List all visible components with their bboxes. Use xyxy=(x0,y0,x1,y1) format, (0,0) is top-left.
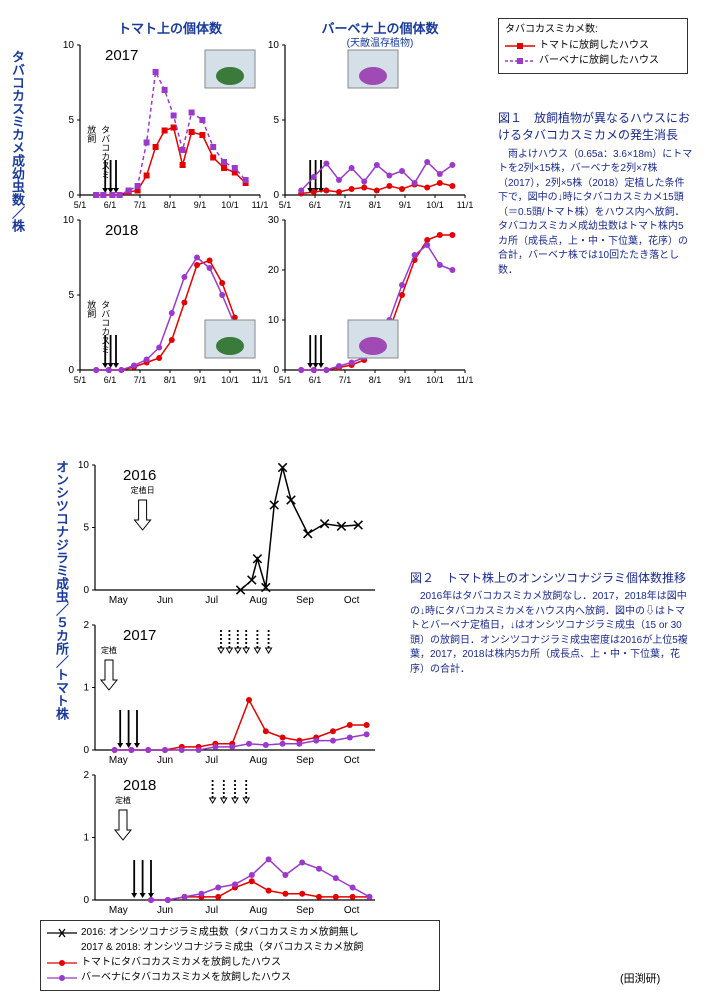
svg-text:Oct: Oct xyxy=(344,905,360,915)
svg-text:6/1: 6/1 xyxy=(309,375,322,385)
fig2-caption-body: 2016年はタバコカスミカメ放飼なし．2017，2018年は図中の↓時にタバコカ… xyxy=(410,590,690,677)
svg-text:10/1: 10/1 xyxy=(221,375,239,385)
fig2-legend: 2016: オンシツコナジラミ成虫数（タバコカスミカメ放飼無し2017 & 20… xyxy=(40,920,440,991)
svg-text:10: 10 xyxy=(268,315,280,326)
svg-text:Aug: Aug xyxy=(249,595,267,606)
svg-text:Sep: Sep xyxy=(296,905,314,915)
svg-text:1: 1 xyxy=(83,833,89,844)
svg-text:5: 5 xyxy=(273,115,279,126)
svg-text:5: 5 xyxy=(68,290,74,301)
svg-text:10/1: 10/1 xyxy=(426,200,444,210)
svg-text:30: 30 xyxy=(268,215,280,226)
svg-text:7/1: 7/1 xyxy=(134,200,147,210)
figure-1: タバコカスミカメ成幼虫数／株 トマト上の個体数 バーベナ上の個体数 (天敵温存植… xyxy=(0,10,705,400)
svg-text:2016: 2016 xyxy=(123,467,156,484)
svg-text:9/1: 9/1 xyxy=(399,200,412,210)
svg-text:8/1: 8/1 xyxy=(369,200,382,210)
svg-text:10/1: 10/1 xyxy=(221,200,239,210)
svg-text:0: 0 xyxy=(83,745,89,756)
svg-text:8/1: 8/1 xyxy=(369,375,382,385)
svg-text:8/1: 8/1 xyxy=(164,375,177,385)
svg-text:2: 2 xyxy=(83,620,89,631)
svg-text:6/1: 6/1 xyxy=(104,200,117,210)
svg-text:May: May xyxy=(109,755,128,766)
svg-text:Jul: Jul xyxy=(205,755,218,766)
svg-text:7/1: 7/1 xyxy=(339,200,352,210)
svg-text:5/1: 5/1 xyxy=(279,200,292,210)
fig1-charts: 05105/16/17/18/19/110/111/12017放飼タバコカスミ0… xyxy=(0,10,490,395)
svg-text:定植: 定植 xyxy=(101,645,117,655)
svg-text:Sep: Sep xyxy=(296,755,314,766)
svg-text:5/1: 5/1 xyxy=(74,200,87,210)
fig1-legend: タバコカスミカメ数: トマトに放飼したハウスバーベナに放飼したハウス xyxy=(498,18,688,74)
svg-text:7/1: 7/1 xyxy=(339,375,352,385)
fig2-caption-title: 図２ トマト株上のオンシツコナジラミ個体数推移 xyxy=(410,570,690,587)
svg-text:8/1: 8/1 xyxy=(164,200,177,210)
svg-text:11/1: 11/1 xyxy=(457,200,474,210)
svg-text:2017: 2017 xyxy=(123,627,156,644)
svg-text:May: May xyxy=(109,595,128,606)
svg-text:11/1: 11/1 xyxy=(457,375,474,385)
svg-text:10: 10 xyxy=(78,460,90,471)
svg-text:放飼: 放飼 xyxy=(86,299,96,319)
svg-text:10/1: 10/1 xyxy=(426,375,444,385)
svg-text:2017: 2017 xyxy=(105,47,138,64)
svg-text:10: 10 xyxy=(268,40,280,51)
svg-text:6/1: 6/1 xyxy=(104,375,117,385)
fig1-caption: 図１ 放飼植物が異なるハウスにおけるタバコカスミカメの発生消長 雨よけハウス（0… xyxy=(498,110,693,278)
svg-text:Oct: Oct xyxy=(344,755,360,766)
svg-text:2018: 2018 xyxy=(123,777,156,794)
svg-text:9/1: 9/1 xyxy=(194,200,207,210)
fig2-charts: 0510MayJunJulAugSepOct2016定植日012MayJunJu… xyxy=(0,440,400,915)
fig1-legend-title: タバコカスミカメ数: xyxy=(505,23,681,37)
svg-text:9/1: 9/1 xyxy=(194,375,207,385)
svg-text:10: 10 xyxy=(63,215,75,226)
svg-text:5: 5 xyxy=(83,523,89,534)
svg-text:6/1: 6/1 xyxy=(309,200,322,210)
svg-text:タバコカスミ: タバコカスミ xyxy=(100,125,110,179)
svg-text:放飼: 放飼 xyxy=(86,124,96,144)
fig1-caption-title: 図１ 放飼植物が異なるハウスにおけるタバコカスミカメの発生消長 xyxy=(498,110,693,145)
svg-text:7/1: 7/1 xyxy=(134,375,147,385)
svg-text:0: 0 xyxy=(83,585,89,596)
svg-text:1: 1 xyxy=(83,683,89,694)
svg-text:9/1: 9/1 xyxy=(399,375,412,385)
svg-text:20: 20 xyxy=(268,265,280,276)
fig1-caption-body: 雨よけハウス（0.65a：3.6×18m）にトマトを2列×15株，バーベナを2列… xyxy=(498,148,693,279)
figure-2: オンシツコナジラミ成虫／５カ所／トマト株 0510MayJunJulAugSep… xyxy=(0,440,705,960)
svg-text:2018: 2018 xyxy=(105,222,138,239)
svg-text:Jun: Jun xyxy=(157,595,173,606)
svg-text:May: May xyxy=(109,905,128,915)
svg-text:0: 0 xyxy=(83,895,89,906)
svg-text:定植日: 定植日 xyxy=(131,485,155,495)
svg-text:2: 2 xyxy=(83,770,89,781)
svg-text:11/1: 11/1 xyxy=(252,200,269,210)
svg-text:Jun: Jun xyxy=(157,755,173,766)
svg-text:11/1: 11/1 xyxy=(252,375,269,385)
svg-text:10: 10 xyxy=(63,40,75,51)
svg-text:Oct: Oct xyxy=(344,595,360,606)
svg-text:Jul: Jul xyxy=(205,595,218,606)
svg-text:5/1: 5/1 xyxy=(74,375,87,385)
svg-text:Aug: Aug xyxy=(249,905,267,915)
svg-text:Jul: Jul xyxy=(205,905,218,915)
svg-text:Jun: Jun xyxy=(157,905,173,915)
svg-text:5/1: 5/1 xyxy=(279,375,292,385)
fig2-caption: 図２ トマト株上のオンシツコナジラミ個体数推移 2016年はタバコカスミカメ放飼… xyxy=(410,570,690,677)
svg-text:Sep: Sep xyxy=(296,595,314,606)
svg-text:Aug: Aug xyxy=(249,755,267,766)
svg-text:5: 5 xyxy=(68,115,74,126)
footer-credit: (田渕研) xyxy=(620,970,660,986)
svg-text:タバコカスミ: タバコカスミ xyxy=(100,300,110,354)
svg-text:定植: 定植 xyxy=(115,795,131,805)
